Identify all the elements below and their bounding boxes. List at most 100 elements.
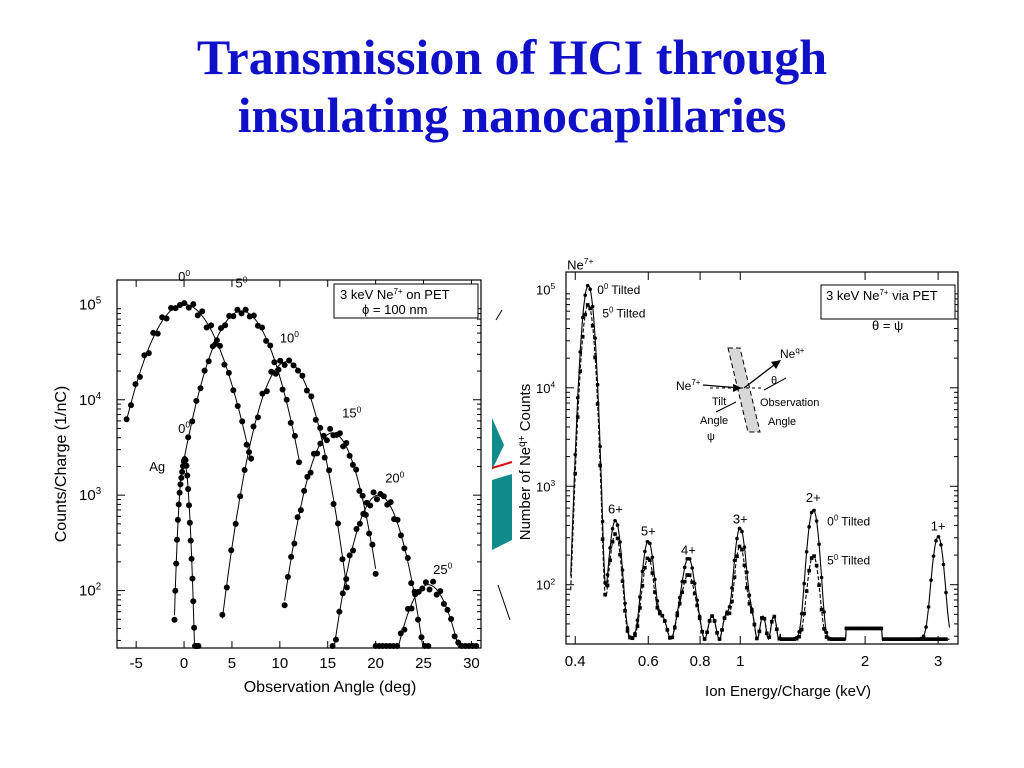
curve-annotation: 50 Tilted [827,553,870,568]
y-tick-label: 104 [536,380,555,396]
y-tick-label: 104 [79,391,102,409]
data-point [817,583,821,587]
data-point [687,573,692,577]
data-point [921,634,926,638]
fit-curve [174,459,199,649]
data-point [343,584,350,591]
data-point [837,637,841,641]
data-point [128,402,135,409]
data-point [332,636,339,643]
data-point [580,335,585,339]
data-point [794,636,799,641]
series-label: 50 [236,274,248,290]
data-point [326,467,333,474]
data-point [864,626,869,631]
x-tick-label: 10 [271,655,288,672]
data-point [618,540,622,544]
data-point [906,637,911,641]
data-point [397,532,404,539]
data-point [814,563,819,568]
data-point [246,449,253,456]
data-point [327,425,334,432]
data-point [317,424,324,431]
data-point [750,609,754,614]
data-point [924,625,928,629]
data-point [222,322,229,329]
obs-angle-pointer [763,377,787,391]
data-point [779,637,784,641]
data-point [648,558,652,562]
data-point [296,459,302,466]
red-line [491,461,513,469]
data-point [789,637,794,641]
plot-frame [116,279,482,649]
data-point [603,592,607,597]
data-point [291,540,298,547]
series-label: 00 [178,268,190,284]
data-point [356,520,363,527]
data-point [444,606,451,613]
data-point [712,619,717,623]
data-point [232,520,239,527]
data-point [387,499,394,506]
peak-label: Ne7+ [567,256,593,272]
data-point [645,539,650,544]
data-point [225,369,232,376]
data-point [807,525,811,529]
data-point [194,312,201,319]
data-point [430,578,437,585]
data-point [740,547,744,552]
data-point [394,516,401,523]
data-point [294,514,301,521]
peak-label: 6+ [608,501,623,516]
data-point [437,588,444,595]
data-point [792,637,796,641]
data-point [732,558,737,563]
data-point [747,601,752,606]
data-point [208,322,215,329]
data-point [451,633,458,640]
data-point [595,402,600,406]
data-point [829,637,834,641]
data-point [195,642,202,649]
data-point [171,616,178,623]
x-tick-label: 15 [319,655,336,672]
data-point [941,562,946,567]
data-point [123,416,130,423]
data-point [426,586,433,593]
data-point [944,637,948,641]
data-point [608,558,612,563]
data-point [886,637,891,641]
data-point [658,611,662,616]
data-point [216,342,223,349]
data-point [600,537,605,541]
data-point [727,611,732,616]
data-point [730,599,734,604]
data-point [677,601,682,606]
data-point [802,611,806,616]
curve-annotation: 50 Tilted [602,306,645,321]
data-point [173,560,180,567]
data-point [899,637,903,641]
data-point [740,529,744,534]
data-point [425,642,432,649]
data-point [717,637,722,641]
data-point [787,637,792,641]
x-tick-label: 1 [736,653,744,670]
data-point [360,510,367,517]
data-point [369,541,376,548]
data-point [695,603,699,608]
data-point [725,612,729,616]
data-point [343,439,350,446]
data-point [690,566,694,570]
data-point [323,437,330,444]
peak-label: 5+ [641,524,656,539]
data-point [178,474,185,481]
data-point [650,571,655,575]
teal-shape [492,474,512,550]
data-point [653,590,657,594]
data-point [359,492,366,499]
data-point [799,627,804,632]
